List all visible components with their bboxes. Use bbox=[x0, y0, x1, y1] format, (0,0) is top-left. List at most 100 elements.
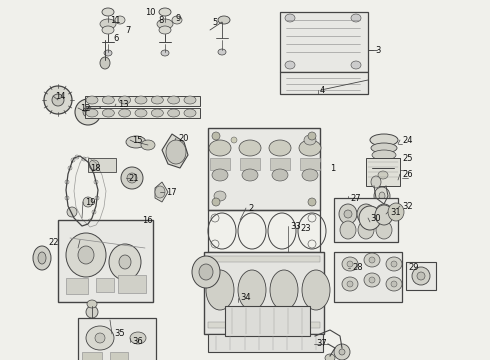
Text: 16: 16 bbox=[142, 216, 152, 225]
Ellipse shape bbox=[369, 257, 375, 263]
Text: 7: 7 bbox=[125, 26, 130, 35]
Text: 18: 18 bbox=[90, 163, 100, 172]
Ellipse shape bbox=[104, 50, 112, 56]
Ellipse shape bbox=[351, 61, 361, 69]
Ellipse shape bbox=[269, 140, 291, 156]
Text: 8: 8 bbox=[158, 15, 163, 24]
Text: 2: 2 bbox=[248, 203, 253, 212]
Ellipse shape bbox=[412, 267, 430, 285]
Ellipse shape bbox=[212, 169, 228, 181]
Ellipse shape bbox=[199, 264, 213, 280]
Ellipse shape bbox=[347, 261, 353, 267]
Ellipse shape bbox=[102, 8, 114, 16]
Ellipse shape bbox=[386, 277, 402, 291]
Bar bbox=[280, 12, 368, 72]
Ellipse shape bbox=[86, 306, 98, 318]
Text: 32: 32 bbox=[402, 202, 413, 211]
Ellipse shape bbox=[78, 246, 94, 264]
Ellipse shape bbox=[304, 135, 316, 145]
Bar bbox=[406, 262, 436, 290]
Text: 3: 3 bbox=[375, 45, 380, 54]
Text: 30: 30 bbox=[370, 213, 381, 222]
Ellipse shape bbox=[135, 96, 147, 104]
Text: 27: 27 bbox=[350, 194, 361, 202]
Text: 1: 1 bbox=[330, 163, 335, 172]
Text: 29: 29 bbox=[408, 264, 418, 273]
Ellipse shape bbox=[362, 210, 370, 218]
Text: 12: 12 bbox=[80, 104, 91, 113]
Text: 34: 34 bbox=[240, 293, 250, 302]
Ellipse shape bbox=[242, 169, 258, 181]
Ellipse shape bbox=[115, 16, 125, 24]
Ellipse shape bbox=[371, 143, 397, 153]
Ellipse shape bbox=[357, 204, 375, 224]
Text: 13: 13 bbox=[118, 99, 129, 108]
Ellipse shape bbox=[66, 233, 106, 277]
Ellipse shape bbox=[374, 187, 390, 205]
Ellipse shape bbox=[285, 14, 295, 22]
Bar bbox=[204, 252, 324, 334]
Ellipse shape bbox=[83, 197, 93, 207]
Ellipse shape bbox=[375, 205, 393, 225]
Bar bbox=[58, 220, 153, 302]
Ellipse shape bbox=[285, 61, 295, 69]
Bar bbox=[208, 128, 320, 210]
Text: 10: 10 bbox=[145, 8, 155, 17]
Ellipse shape bbox=[141, 140, 155, 150]
Text: 11: 11 bbox=[110, 15, 121, 24]
Ellipse shape bbox=[231, 137, 237, 143]
Ellipse shape bbox=[166, 140, 186, 164]
Text: 26: 26 bbox=[402, 170, 413, 179]
Ellipse shape bbox=[344, 210, 352, 218]
Ellipse shape bbox=[44, 86, 72, 114]
Ellipse shape bbox=[155, 186, 165, 198]
Ellipse shape bbox=[299, 140, 321, 156]
Ellipse shape bbox=[168, 96, 180, 104]
Text: 25: 25 bbox=[402, 153, 413, 162]
Ellipse shape bbox=[364, 273, 380, 287]
Ellipse shape bbox=[86, 96, 98, 104]
Bar bbox=[280, 72, 368, 94]
Ellipse shape bbox=[52, 94, 64, 106]
Ellipse shape bbox=[388, 203, 404, 221]
Ellipse shape bbox=[372, 150, 396, 160]
Text: 33: 33 bbox=[290, 221, 301, 230]
Ellipse shape bbox=[380, 210, 388, 218]
Bar bbox=[110, 352, 128, 360]
Bar bbox=[208, 210, 320, 252]
Bar bbox=[208, 322, 320, 328]
Ellipse shape bbox=[376, 221, 392, 239]
Ellipse shape bbox=[375, 204, 393, 224]
Ellipse shape bbox=[161, 50, 169, 56]
Ellipse shape bbox=[351, 14, 361, 22]
Ellipse shape bbox=[417, 272, 425, 280]
Bar bbox=[270, 158, 290, 170]
Text: 14: 14 bbox=[55, 91, 66, 100]
Bar bbox=[118, 275, 146, 293]
Ellipse shape bbox=[364, 253, 380, 267]
Ellipse shape bbox=[63, 223, 73, 233]
Ellipse shape bbox=[184, 96, 196, 104]
Text: 35: 35 bbox=[114, 329, 124, 338]
Ellipse shape bbox=[339, 349, 345, 355]
Ellipse shape bbox=[159, 8, 171, 16]
Bar bbox=[300, 158, 320, 170]
Ellipse shape bbox=[308, 132, 316, 140]
Ellipse shape bbox=[184, 109, 196, 117]
Ellipse shape bbox=[238, 270, 266, 310]
Ellipse shape bbox=[339, 204, 357, 224]
Ellipse shape bbox=[33, 246, 51, 270]
Text: 23: 23 bbox=[300, 224, 311, 233]
Ellipse shape bbox=[172, 16, 182, 24]
Ellipse shape bbox=[159, 26, 171, 34]
Ellipse shape bbox=[95, 333, 105, 343]
Bar bbox=[82, 352, 102, 360]
Ellipse shape bbox=[119, 109, 131, 117]
Ellipse shape bbox=[151, 109, 163, 117]
Ellipse shape bbox=[359, 206, 381, 230]
Ellipse shape bbox=[102, 26, 114, 34]
Ellipse shape bbox=[100, 19, 116, 29]
Ellipse shape bbox=[378, 171, 388, 179]
Ellipse shape bbox=[102, 96, 114, 104]
Ellipse shape bbox=[75, 99, 101, 125]
